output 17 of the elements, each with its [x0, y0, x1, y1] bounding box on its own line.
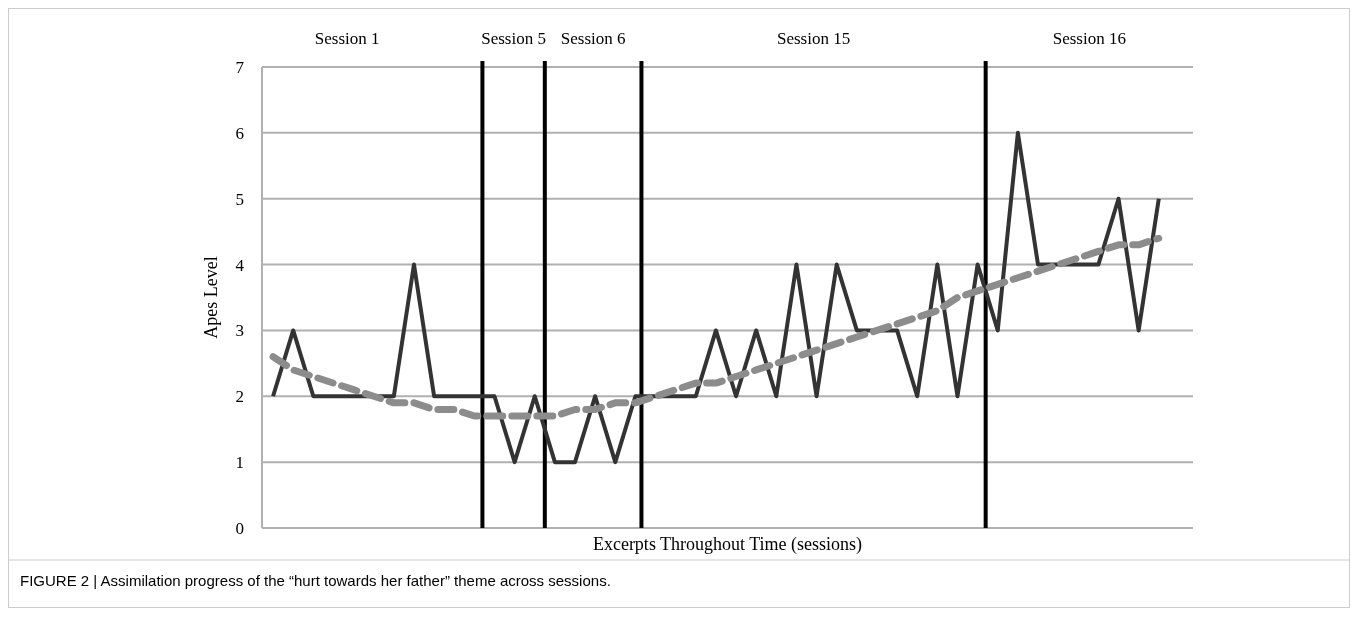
- text: Session 16: [1052, 29, 1126, 48]
- text: Session 15: [776, 29, 851, 48]
- y-tick-label: 7: [235, 57, 245, 77]
- y-tick-label: 1: [235, 453, 244, 473]
- y-tick-label: 2: [235, 387, 244, 407]
- y-tick-label: 5: [235, 189, 244, 209]
- x-axis-title: Excerpts Throughout Time (sessions): [592, 534, 863, 555]
- y-tick-label: 3: [235, 321, 244, 341]
- line-series: [271, 130, 1161, 465]
- y-tick-label: 4: [235, 255, 245, 275]
- caption: FIGURE 2 | Assimilation progress of the “hurt towards her father” theme across sessions.: [20, 572, 611, 589]
- y-tick-label: 6: [235, 123, 244, 143]
- text: Session 1: [314, 29, 380, 48]
- text: Session 5: [481, 29, 546, 48]
- y-tick-label: 0: [235, 518, 244, 538]
- y-axis-title: Apes Level: [201, 256, 221, 339]
- text: Session 6: [560, 29, 626, 48]
